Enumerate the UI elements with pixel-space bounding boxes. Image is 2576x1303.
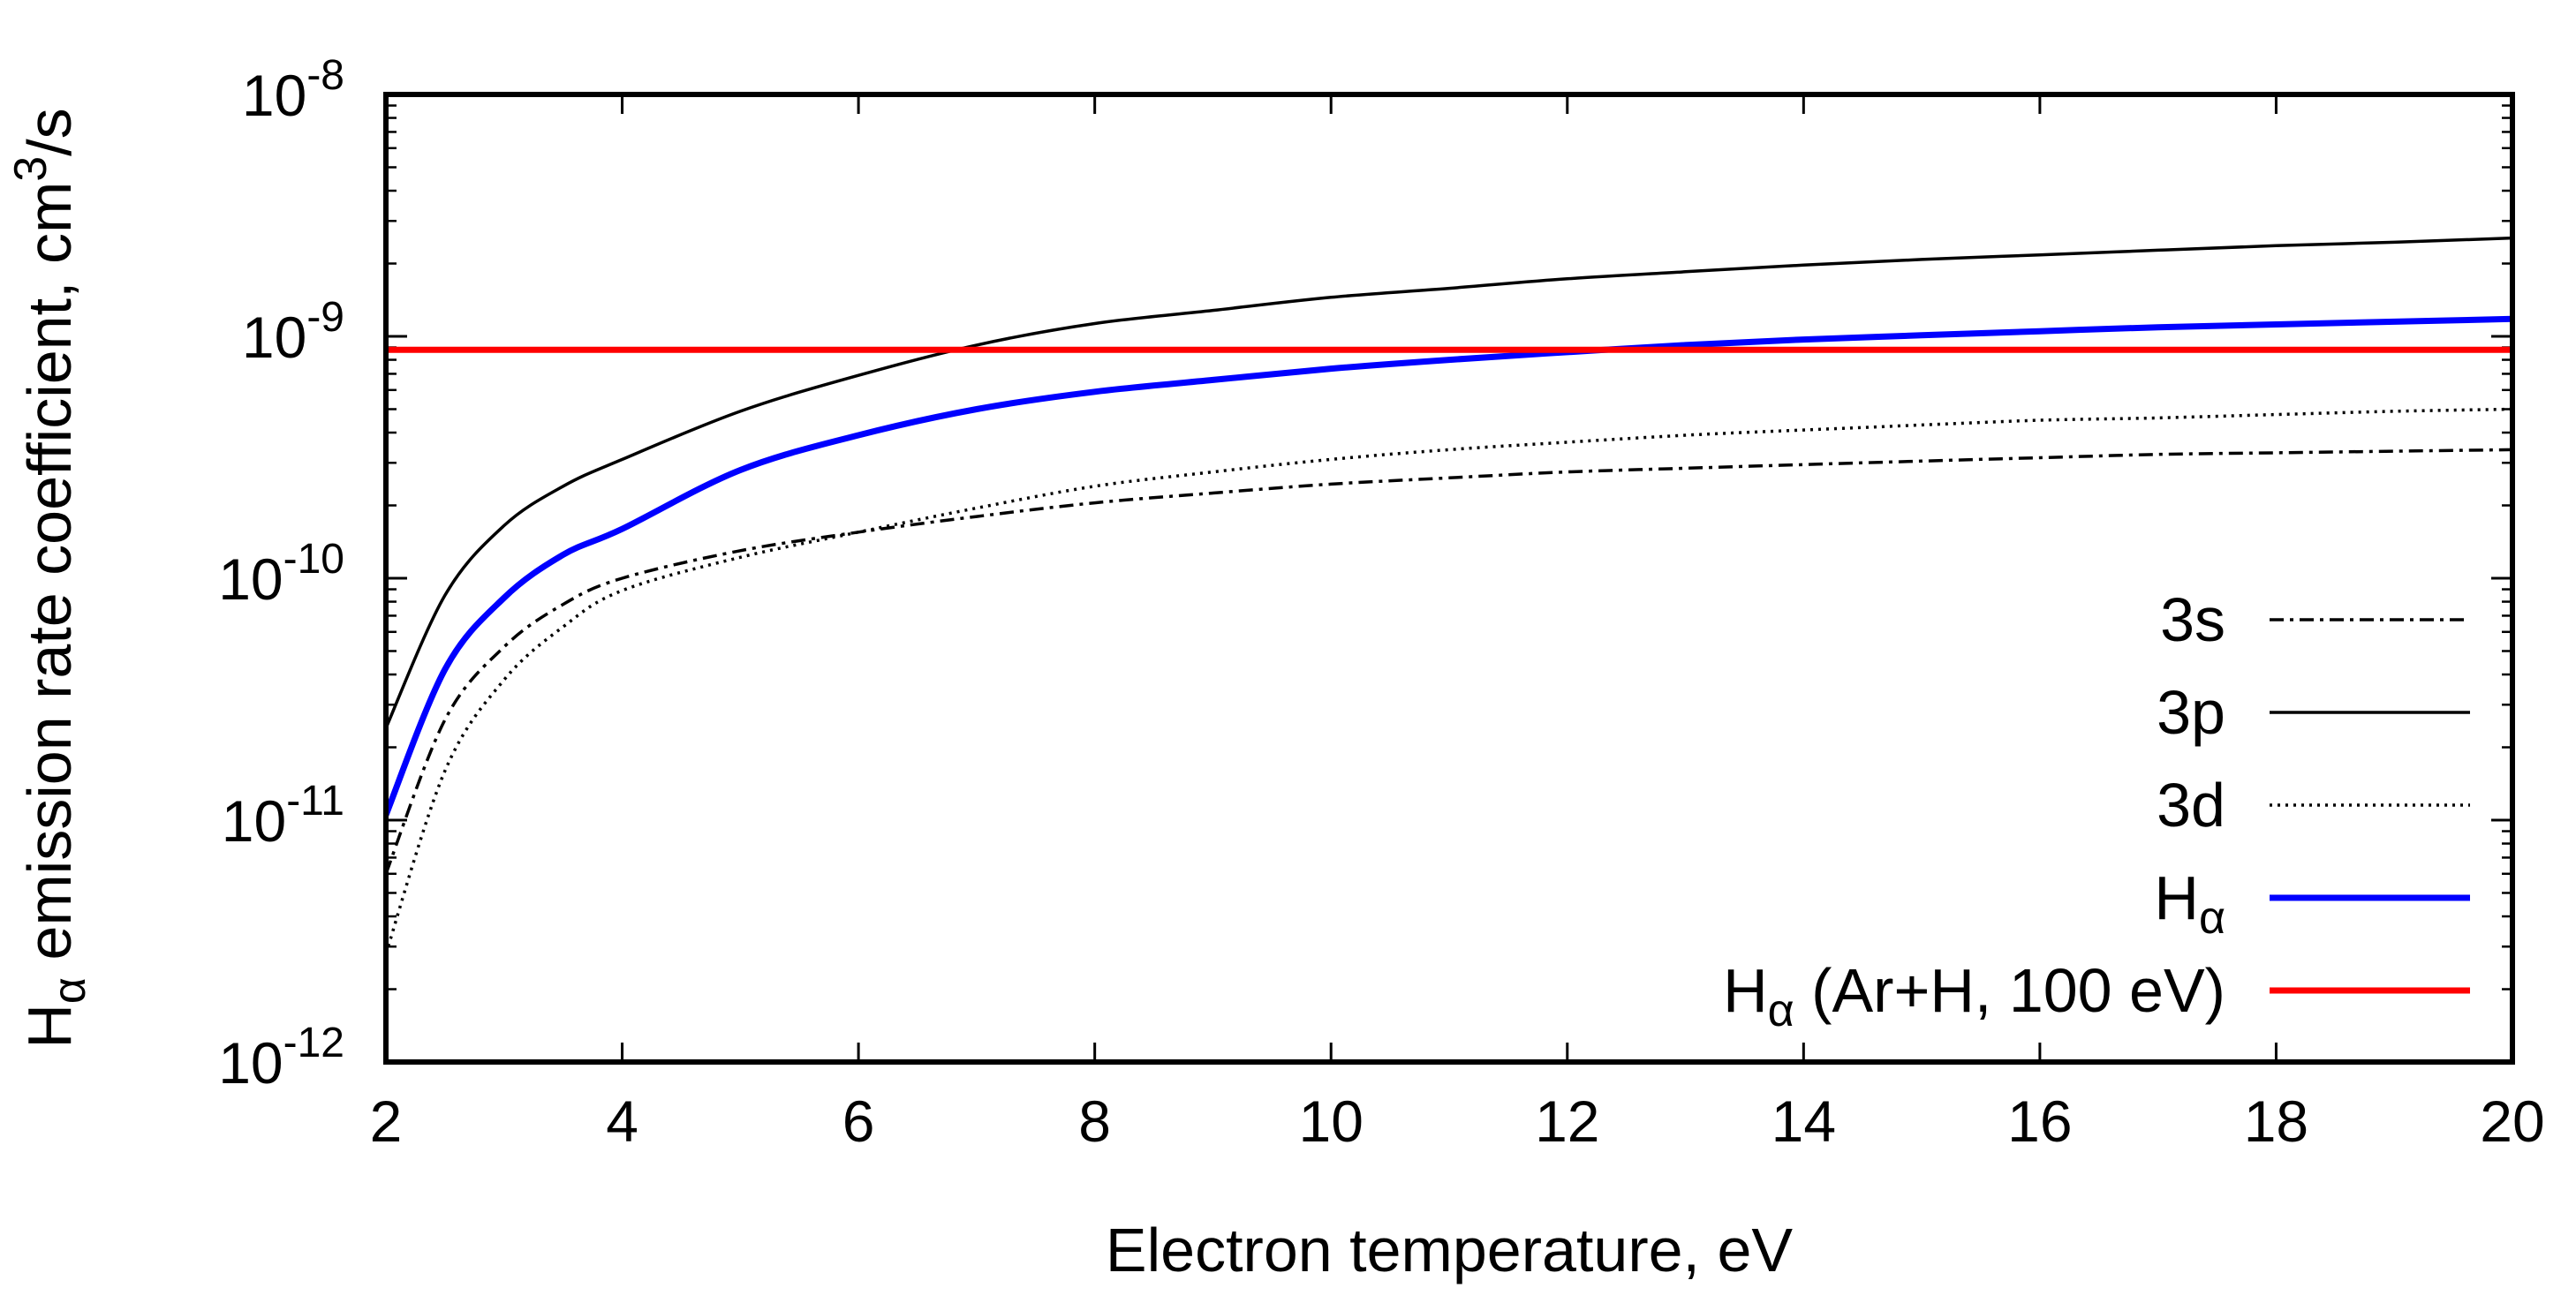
y-tick-label-exponent: -9 <box>306 294 344 341</box>
legend-label-main: H <box>2154 863 2199 932</box>
y-tick-label-base: 10 <box>218 1030 283 1096</box>
legend-label: 3s <box>2160 585 2225 654</box>
series-line-h <box>382 315 2513 817</box>
x-tick-label: 14 <box>1771 1088 1836 1154</box>
y-tick-label-base: 10 <box>222 788 286 854</box>
y-tick-label: 10-12 <box>218 1020 344 1096</box>
x-tick-label: 20 <box>2480 1088 2544 1154</box>
y-tick-label-base: 10 <box>242 63 306 128</box>
series-line-3s <box>384 448 2513 875</box>
legend-label-subscript: α <box>1768 985 1794 1036</box>
y-tick-label: 10-9 <box>242 294 344 370</box>
x-tick-label: 12 <box>1535 1088 1599 1154</box>
legend-label: Hα (Ar+H, 100 eV) <box>1723 956 2225 1036</box>
x-tick-labels: 2 4 6 8 10 12 14 16 18 20 <box>370 1088 2545 1154</box>
x-tick-label: 18 <box>2244 1088 2308 1154</box>
y-tick-label-base: 10 <box>218 546 283 612</box>
y-tick-label: 10-11 <box>222 778 344 854</box>
y-axis-title-suffix: /s <box>15 108 84 155</box>
legend-label: Hα <box>2154 863 2225 944</box>
legend-label-subscript: α <box>2199 893 2225 944</box>
data-series <box>382 236 2513 955</box>
x-tick-label: 8 <box>1078 1088 1111 1154</box>
legend-label: 3d <box>2157 771 2225 840</box>
legend-label-main: 3s <box>2160 585 2225 654</box>
x-tick-label: 2 <box>370 1088 403 1154</box>
y-tick-label-exponent: -11 <box>286 778 344 825</box>
y-axis-title-subscript: α <box>44 977 95 1004</box>
y-tick-label-base: 10 <box>242 305 306 370</box>
y-axis-title-text: emission rate coefficient, cm <box>15 182 84 977</box>
y-tick-label-exponent: -8 <box>306 52 344 99</box>
series-line-3p <box>384 236 2513 729</box>
legend-label-main: 3d <box>2157 771 2225 840</box>
legend-label-main: H <box>1723 956 1768 1025</box>
legend-label-main: 3p <box>2157 678 2225 747</box>
y-axis-title: Hα emission rate coefficient, cm3/s <box>5 108 95 1048</box>
y-tick-label-exponent: -12 <box>283 1020 344 1066</box>
minor-ticks <box>386 104 2512 990</box>
legend-label: 3p <box>2157 678 2225 747</box>
y-tick-label: 10-10 <box>218 536 344 612</box>
x-tick-label: 4 <box>606 1088 638 1154</box>
y-tick-label-exponent: -10 <box>283 536 344 583</box>
x-tick-label: 10 <box>1299 1088 1364 1154</box>
y-axis-title-prefix: H <box>15 1004 84 1049</box>
x-axis-title: Electron temperature, eV <box>1106 1216 1793 1284</box>
y-axis-title-superscript: 3 <box>5 156 57 182</box>
legend-label-rest: (Ar+H, 100 eV) <box>1794 956 2225 1025</box>
plot-frame <box>383 92 2515 1065</box>
y-tick-label: 10-8 <box>242 52 344 128</box>
series-line-3d <box>384 407 2513 955</box>
x-tick-label: 6 <box>842 1088 875 1154</box>
x-tick-label: 16 <box>2007 1088 2072 1154</box>
